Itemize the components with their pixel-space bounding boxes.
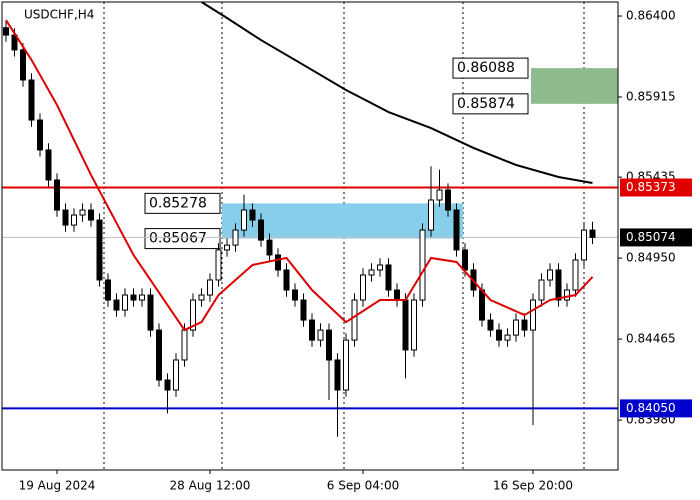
zone xyxy=(531,68,618,104)
y-tick-label: 0.86400 xyxy=(626,9,676,23)
zone-label: 0.85067 xyxy=(149,231,207,247)
candle-body xyxy=(564,289,570,301)
candle-body xyxy=(530,299,536,331)
y-tick-label: 0.84465 xyxy=(626,332,676,346)
candle-body xyxy=(105,279,111,301)
candle-body xyxy=(538,279,545,301)
x-tick-label: 16 Sep 20:00 xyxy=(493,479,573,493)
zone-label-box xyxy=(452,93,529,115)
level-label-box xyxy=(620,399,692,418)
candle-body xyxy=(326,329,332,361)
level-label-box xyxy=(620,178,692,197)
candle-body xyxy=(385,264,392,291)
candle-body xyxy=(130,294,137,301)
candle-body xyxy=(173,359,179,391)
candle-body xyxy=(198,294,205,301)
zone-label: 0.85278 xyxy=(149,195,207,211)
candle-body xyxy=(122,294,128,311)
candle-body xyxy=(572,259,579,291)
candle-body xyxy=(258,219,264,241)
candle-body xyxy=(479,289,485,321)
candle-body xyxy=(394,289,400,301)
candle-body xyxy=(164,379,171,391)
moving-average xyxy=(5,19,594,332)
candle-body xyxy=(343,339,349,391)
candle-body xyxy=(113,299,120,311)
candle-body xyxy=(249,209,256,221)
candle-body xyxy=(37,119,43,151)
candle-body xyxy=(241,209,247,231)
candle-body xyxy=(334,359,341,391)
candle-body xyxy=(521,319,528,331)
level-label: 0.84050 xyxy=(626,401,676,415)
candle-body xyxy=(215,249,222,281)
candle-body xyxy=(283,269,290,291)
candle-body xyxy=(45,149,52,181)
candle-body xyxy=(581,229,587,261)
candle-body xyxy=(462,249,468,271)
x-tick-label: 28 Aug 12:00 xyxy=(170,479,251,493)
candle-body xyxy=(428,199,434,231)
candle-body xyxy=(368,269,375,276)
candle-body xyxy=(436,189,443,201)
candle-body xyxy=(71,214,77,226)
candle-body xyxy=(513,319,519,336)
candle-body xyxy=(3,27,9,36)
zone-label: 0.85874 xyxy=(457,96,515,112)
candle-body xyxy=(402,299,409,351)
candle-body xyxy=(300,299,307,321)
plot-frame xyxy=(1,1,619,471)
candle-body xyxy=(20,49,26,81)
candle-body xyxy=(96,219,103,281)
candle-body xyxy=(589,229,596,238)
candle-body xyxy=(147,294,154,331)
y-tick-label: 0.85915 xyxy=(626,90,676,104)
candle-body xyxy=(453,209,460,251)
candle-body xyxy=(139,294,145,301)
candle-body xyxy=(79,209,86,216)
candle-body xyxy=(54,179,60,211)
level-label-box xyxy=(620,228,692,247)
chart-title: USDCHF,H4 xyxy=(24,8,94,22)
candle-body xyxy=(207,279,213,296)
candle-body xyxy=(360,274,366,301)
candle-body xyxy=(28,79,35,121)
candle-body xyxy=(496,329,502,341)
candle-body xyxy=(445,189,451,211)
level-label: 0.85373 xyxy=(626,180,676,194)
candle-body xyxy=(351,299,358,341)
candle-body xyxy=(88,209,94,221)
candle-body xyxy=(547,269,553,281)
candle-body xyxy=(487,319,494,331)
candle-body xyxy=(377,264,383,271)
candle-body xyxy=(232,229,239,246)
candle-body xyxy=(317,329,324,341)
candle-body xyxy=(309,319,315,341)
candle-body xyxy=(555,269,562,301)
candle-body xyxy=(292,289,298,301)
x-tick-label: 6 Sep 04:00 xyxy=(327,479,399,493)
candle-body xyxy=(156,329,162,381)
zone-label-box xyxy=(144,228,221,250)
candle-body xyxy=(224,244,230,251)
zone-label-box xyxy=(144,192,221,214)
zone-label: 0.86088 xyxy=(457,60,515,76)
candle-body xyxy=(62,209,69,226)
level-label: 0.85074 xyxy=(626,230,676,244)
candle-body xyxy=(419,229,426,301)
candle-body xyxy=(266,239,273,256)
candle-body xyxy=(181,329,188,361)
y-tick-label: 0.84950 xyxy=(626,251,676,265)
candle-body xyxy=(411,299,417,351)
zone-label-box xyxy=(452,57,529,79)
moving-average xyxy=(200,1,593,184)
x-tick-label: 19 Aug 2024 xyxy=(19,479,96,493)
candle-body xyxy=(275,254,281,271)
candle-body xyxy=(190,299,196,331)
candle-body xyxy=(504,334,511,341)
